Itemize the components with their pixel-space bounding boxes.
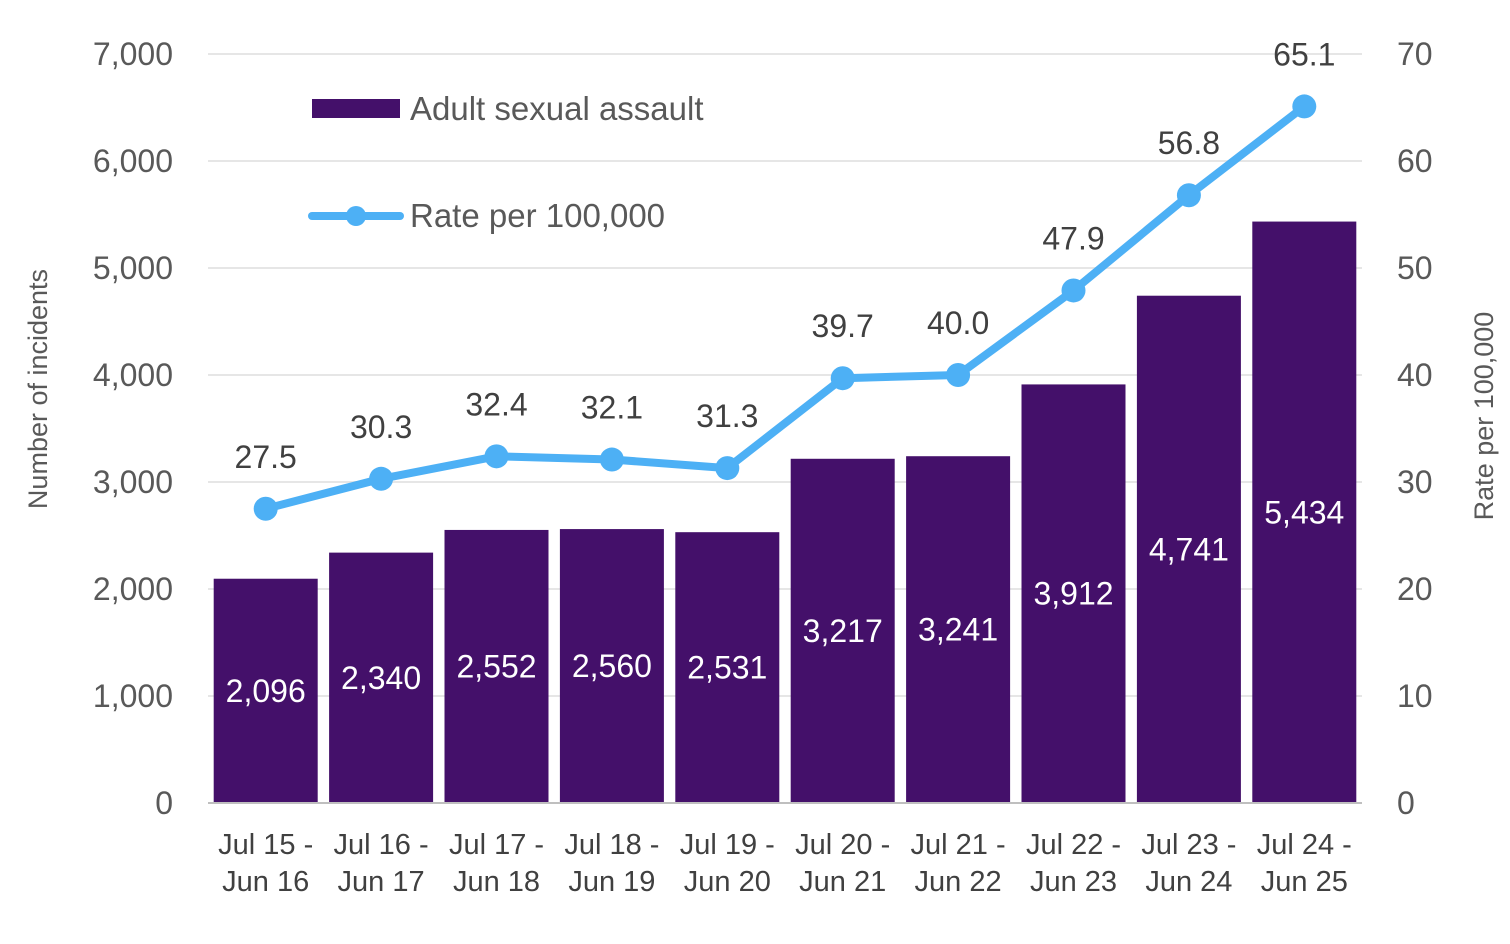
- left-tick-label: 0: [155, 785, 173, 821]
- bar: [559, 529, 664, 803]
- left-tick-label: 7,000: [93, 36, 173, 72]
- right-axis-title: Rate per 100,000: [1469, 312, 1499, 521]
- rate-point: [599, 447, 624, 472]
- right-tick-label: 30: [1397, 464, 1433, 500]
- x-tick-label: Jul 18 -Jun 19: [564, 829, 659, 898]
- right-tick-label: 40: [1397, 357, 1433, 393]
- left-axis-title: Number of incidents: [23, 269, 53, 509]
- rate-data-label: 30.3: [350, 409, 412, 445]
- legend: Adult sexual assault Rate per 100,000: [308, 90, 704, 234]
- rate-data-label: 56.8: [1158, 125, 1220, 161]
- x-tick-label: Jul 22 -Jun 23: [1026, 829, 1121, 898]
- x-tick-label: Jul 24 -Jun 25: [1257, 829, 1352, 898]
- right-tick-label: 20: [1397, 571, 1433, 607]
- x-tick-label: Jul 20 -Jun 21: [795, 829, 890, 898]
- bar-data-label: 3,217: [803, 613, 883, 649]
- legend-line-label: Rate per 100,000: [410, 197, 665, 234]
- left-tick-label: 6,000: [93, 143, 173, 179]
- rate-data-label: 32.4: [465, 386, 527, 422]
- bar-data-label: 2,552: [456, 648, 536, 684]
- legend-bar-label: Adult sexual assault: [410, 90, 704, 127]
- right-tick-label: 60: [1397, 143, 1433, 179]
- legend-bar-swatch: [312, 99, 400, 118]
- right-tick-label: 70: [1397, 36, 1433, 72]
- rate-data-label: 27.5: [235, 439, 297, 475]
- left-axis-ticks: 0 1,000 2,000 3,000 4,000 5,000 6,000 7,000: [93, 36, 173, 821]
- rate-data-label: 39.7: [812, 308, 874, 344]
- right-axis-ticks: 0 10 20 30 40 50 60 70: [1397, 36, 1433, 821]
- left-tick-label: 4,000: [93, 357, 173, 393]
- bar-data-label: 2,340: [341, 660, 421, 696]
- rate-point: [253, 496, 278, 521]
- rate-data-label: 47.9: [1042, 220, 1104, 256]
- rate-point: [715, 456, 740, 481]
- rate-data-label: 40.0: [927, 305, 989, 341]
- bar-data-label: 4,741: [1149, 531, 1229, 567]
- bar-data-label: 5,434: [1264, 494, 1344, 530]
- left-tick-label: 1,000: [93, 678, 173, 714]
- x-tick-label: Jul 23 -Jun 24: [1141, 829, 1236, 898]
- rate-point: [369, 466, 394, 491]
- bar-data-label: 2,096: [226, 673, 306, 709]
- bar-series: 2,096 2,340 2,552 2,560 2,531 3,217 3,241 3,912…: [213, 221, 1357, 803]
- bar-data-label: 3,912: [1033, 576, 1113, 612]
- bar: [329, 552, 434, 803]
- bar: [790, 458, 895, 803]
- x-tick-label: Jul 16 -Jun 17: [334, 829, 429, 898]
- bar: [1136, 295, 1241, 803]
- bar-data-label: 3,241: [918, 612, 998, 648]
- rate-point: [1176, 183, 1201, 208]
- rate-data-label: 31.3: [696, 398, 758, 434]
- left-tick-label: 3,000: [93, 464, 173, 500]
- right-tick-label: 0: [1397, 785, 1415, 821]
- rate-data-label: 65.1: [1273, 36, 1335, 72]
- rate-point: [946, 363, 971, 387]
- rate-point: [1292, 94, 1317, 119]
- rate-data-label: 32.1: [581, 390, 643, 426]
- bar: [444, 529, 549, 803]
- bar: [213, 578, 318, 803]
- x-axis-ticks: Jul 15 -Jun 16 Jul 16 -Jun 17 Jul 17 -Jun …: [218, 829, 1352, 898]
- x-tick-label: Jul 21 -Jun 22: [911, 829, 1006, 898]
- left-tick-label: 2,000: [93, 571, 173, 607]
- rate-line: [261, 102, 1309, 513]
- x-tick-label: Jul 17 -Jun 18: [449, 829, 544, 898]
- bar-data-label: 2,560: [572, 648, 652, 684]
- x-tick-label: Jul 19 -Jun 20: [680, 829, 775, 898]
- rate-point: [1061, 278, 1086, 303]
- legend-line-marker: [346, 206, 366, 226]
- bar: [1252, 221, 1357, 803]
- bar: [675, 532, 780, 803]
- x-tick-label: Jul 15 -Jun 16: [218, 829, 313, 898]
- right-tick-label: 10: [1397, 678, 1433, 714]
- bar-data-label: 2,531: [687, 650, 767, 686]
- rate-line-series: 27.5 30.3 32.4 32.1 31.3 39.7 40.0 47.9 56.8 65.1: [235, 36, 1335, 521]
- bar: [906, 456, 1011, 803]
- rate-point: [830, 366, 855, 391]
- left-tick-label: 5,000: [93, 250, 173, 286]
- right-tick-label: 50: [1397, 250, 1433, 286]
- bar: [1021, 384, 1126, 803]
- rate-point: [484, 444, 509, 469]
